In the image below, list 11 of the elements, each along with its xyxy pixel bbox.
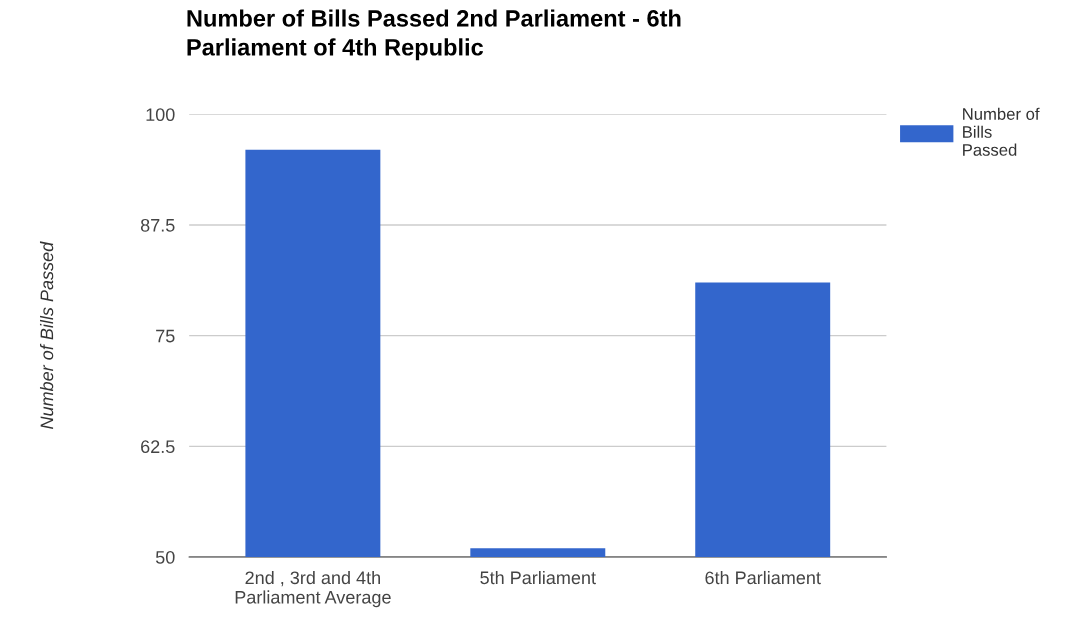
y-tick-label: 100 — [146, 108, 175, 122]
x-tick-label: 2nd , 3rd and 4th Parliament Average — [235, 570, 391, 608]
y-axis-title: Number of Bills Passed — [39, 241, 54, 429]
y-tick-label: 62.5 — [141, 440, 175, 454]
legend-label: Number of Bills Passed — [963, 107, 1040, 156]
y-tick-label: 50 — [155, 550, 175, 564]
chart-title: Number of Bills Passed 2nd Parliament - 6th Parliament of 4th Republic — [187, 9, 681, 61]
y-tick-label: 87.5 — [140, 218, 175, 232]
y-tick-label: 75 — [156, 329, 175, 343]
x-tick-label: 5th Parliament — [480, 570, 596, 585]
x-tick-label: 6th Parliament — [705, 570, 821, 585]
